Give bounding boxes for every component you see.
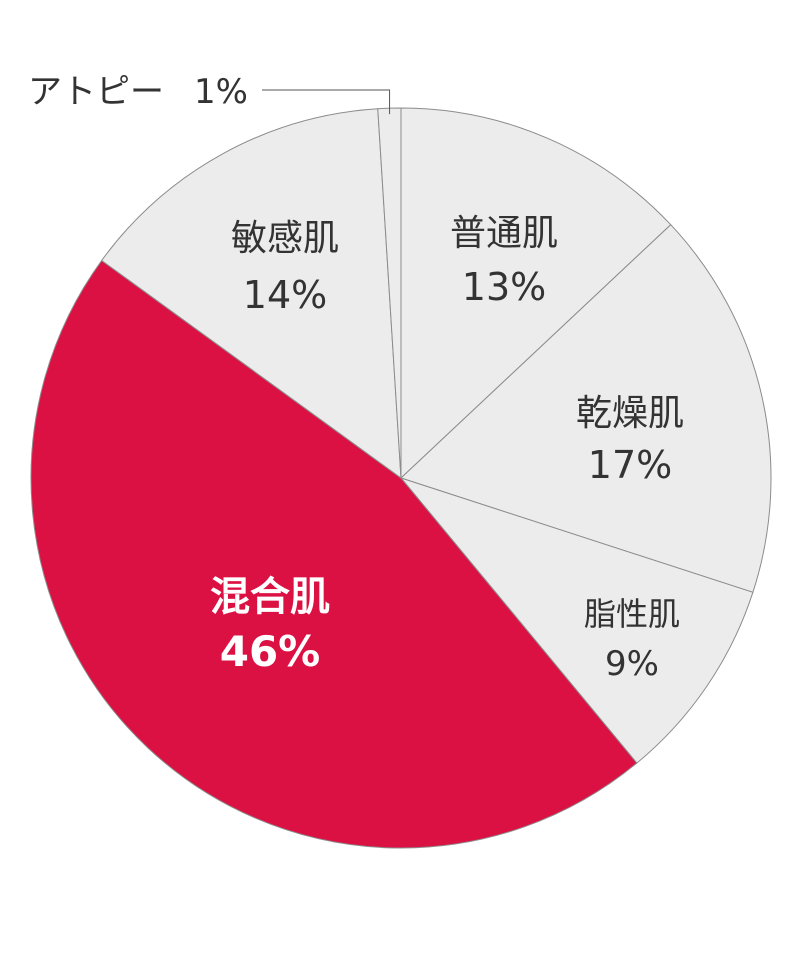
pie-slice-4 <box>30 259 638 849</box>
slice-label: 普通肌 <box>450 213 558 254</box>
pie-labels: 普通肌 13% 乾燥肌 17% 脂性肌 9% 混合肌 46% 敏感肌 14% アトピー 1% <box>28 72 684 684</box>
slice-value-label: 46% <box>220 627 321 676</box>
pie-slices <box>30 107 772 849</box>
slice-label: 脂性肌 <box>584 595 680 633</box>
slice-label: アトピー <box>28 72 164 112</box>
pie-slice-2 <box>400 224 772 593</box>
leader-line <box>262 89 391 115</box>
slice-label: 混合肌 <box>210 574 330 620</box>
slice-value-label: 1% <box>194 72 248 112</box>
pie-slice-1 <box>400 107 672 480</box>
slice-label: 乾燥肌 <box>576 393 684 434</box>
slice-label: 敏感肌 <box>231 218 339 259</box>
slice-value-label: 9% <box>605 644 659 684</box>
slice-value-label: 17% <box>588 443 672 487</box>
slice-value-label: 14% <box>243 273 327 317</box>
pie-slice-3 <box>399 476 754 764</box>
slice-value-label: 13% <box>462 265 546 309</box>
pie-slice-5 <box>100 108 402 480</box>
